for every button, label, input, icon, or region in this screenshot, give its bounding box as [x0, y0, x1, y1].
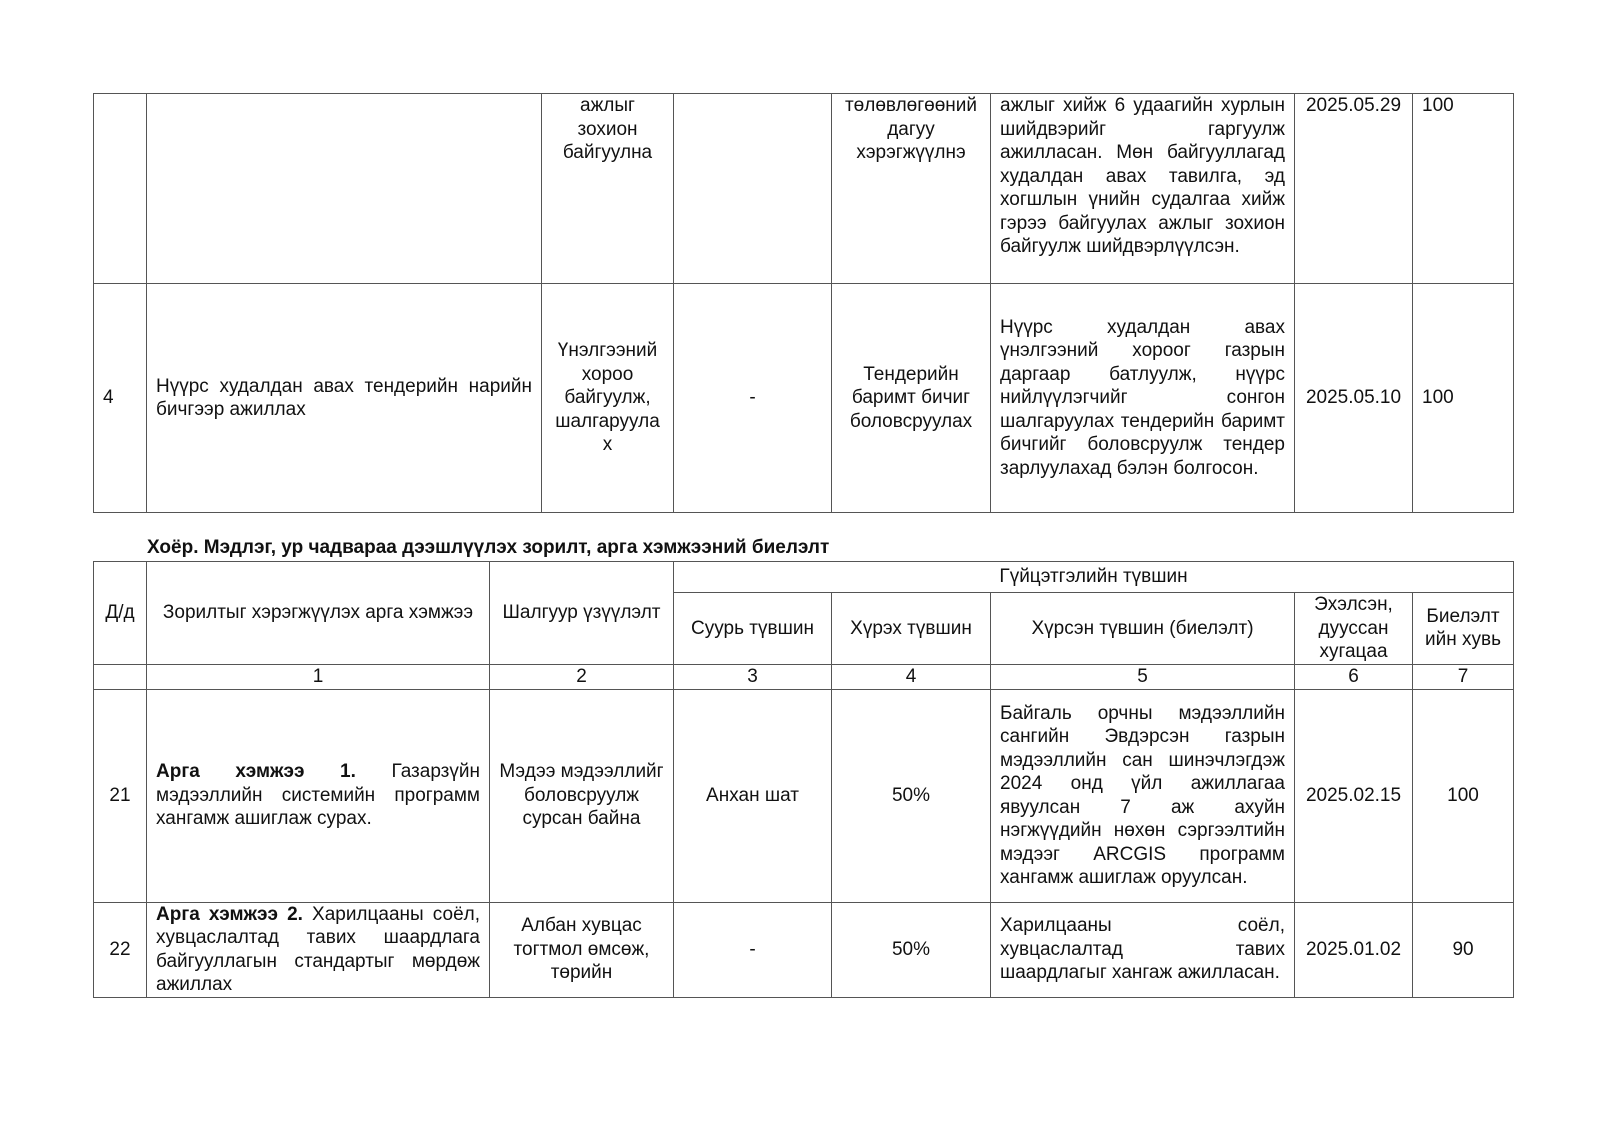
- cell-target: 50%: [831, 688, 991, 903]
- header-base: Суурь түвшин: [673, 592, 832, 665]
- cell-date: 2025.05.10: [1294, 283, 1413, 513]
- cell-base: [673, 93, 832, 284]
- cell-criteria: Үнэлгээний хороо байгуулж, шалгаруулах: [541, 283, 674, 513]
- cell-result: Нүүрс худалдан авах үнэлгээний хороог га…: [990, 283, 1295, 513]
- cell-criteria: ажлыг зохион байгуулна: [541, 93, 674, 284]
- cell-percent: 100: [1412, 93, 1514, 284]
- col-number-empty: [93, 663, 147, 690]
- cell-base: Анхан шат: [673, 688, 832, 903]
- header-percent: Биелэлт ийн хувь: [1411, 592, 1515, 665]
- section-heading: Хоёр. Мэдлэг, ур чадвараа дээшлүүлэх зор…: [147, 537, 830, 558]
- header-row: Суурь түвшин Хүрэх түвшин Хүрсэн түвшин …: [94, 592, 1515, 665]
- cell-action: Нүүрс худалдан авах тендерийн нарийн бич…: [146, 283, 542, 513]
- cell-date: 2025.05.29: [1294, 93, 1413, 284]
- cell-base: -: [673, 283, 832, 513]
- cell-criteria: Албан хувцас тогтмол өмсөж, төрийн: [489, 901, 674, 998]
- cell-num: 22: [93, 901, 147, 998]
- cell-num: 21: [93, 688, 147, 903]
- action-text: Газарзүйн мэдээллийн системийн программ …: [156, 761, 480, 830]
- table-tasks-part1: ажлыг зохион байгуулна төлөвлөгөөний даг…: [93, 93, 1514, 513]
- cell-percent: 100: [1412, 283, 1514, 513]
- col-number: 5: [990, 663, 1295, 690]
- header-target: Хүрэх түвшин: [831, 592, 991, 665]
- col-number: 2: [489, 663, 674, 690]
- table-skills: Д/д Зорилтыг хэрэгжүүлэх арга хэмжээ Шал…: [93, 561, 1515, 998]
- action-text: Харилцааны соёл, хувцаслалтад тавих шаар…: [156, 903, 480, 996]
- action-label: Арга хэмжээ 1.: [156, 761, 356, 783]
- cell-action: [146, 93, 542, 284]
- cell-criteria: Мэдээ мэдээллийг боловсруулж сурсан байн…: [489, 688, 674, 903]
- header-action: Зорилтыг хэрэгжүүлэх арга хэмжээ: [146, 561, 490, 665]
- table-row: 21 Арга хэмжээ 1. Газарзүйн мэдээллийн с…: [93, 688, 1515, 903]
- cell-result: Байгаль орчны мэдээллийн сангийн Эвдэрсэ…: [990, 688, 1295, 903]
- cell-action: Арга хэмжээ 1. Газарзүйн мэдээллийн сист…: [146, 688, 490, 903]
- action-label: Арга хэмжээ 2.: [156, 903, 303, 925]
- col-number: 7: [1411, 663, 1515, 690]
- cell-target: 50%: [831, 901, 991, 998]
- cell-num: 4: [93, 283, 147, 513]
- header-level-group: Гүйцэтгэлийн түвшин: [672, 561, 1515, 593]
- cell-date: 2025.02.15: [1294, 688, 1413, 903]
- cell-percent: 100: [1411, 688, 1515, 903]
- cell-num: [93, 93, 147, 284]
- table-row: ажлыг зохион байгуулна төлөвлөгөөний даг…: [93, 93, 1514, 284]
- table-row: 4 Нүүрс худалдан авах тендерийн нарийн б…: [93, 283, 1514, 513]
- header-date: Эхэлсэн, дууссан хугацаа: [1294, 592, 1413, 665]
- cell-target: төлөвлөгөөний дагуу хэрэгжүүлнэ: [831, 93, 991, 284]
- cell-date: 2025.01.02: [1294, 901, 1413, 998]
- header-criteria: Шалгуур үзүүлэлт: [489, 561, 674, 665]
- cell-action: Арга хэмжээ 2. Харилцааны соёл, хувцасла…: [146, 901, 490, 998]
- cell-result: Харилцааны соёл, хувцаслалтад тавих шаар…: [990, 901, 1295, 998]
- header-num: Д/д: [93, 561, 147, 665]
- cell-base: -: [673, 901, 832, 998]
- col-number: 3: [673, 663, 832, 690]
- header-result: Хүрсэн түвшин (биелэлт): [990, 592, 1295, 665]
- header-row: Д/д Зорилтыг хэрэгжүүлэх арга хэмжээ Шал…: [93, 561, 1515, 665]
- col-number: 1: [146, 663, 490, 690]
- col-number: 6: [1294, 663, 1413, 690]
- cell-result: ажлыг хийж 6 удаагийн хурлын шийдвэрийг …: [990, 93, 1295, 284]
- table-row: 22 Арга хэмжээ 2. Харилцааны соёл, хувца…: [93, 901, 1515, 998]
- col-number: 4: [831, 663, 991, 690]
- cell-percent: 90: [1411, 901, 1515, 998]
- cell-target: Тендерийн баримт бичиг боловсруулах: [831, 283, 991, 513]
- column-number-row: 1 2 3 4 5 6 7: [93, 663, 1515, 690]
